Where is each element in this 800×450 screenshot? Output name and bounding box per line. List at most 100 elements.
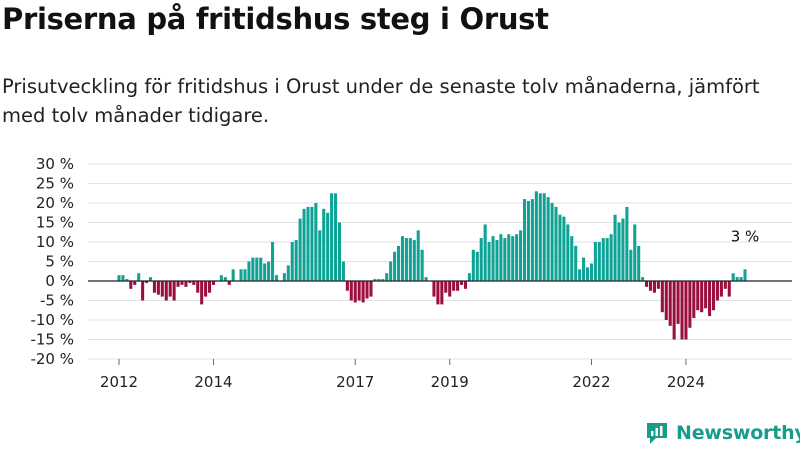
bar <box>274 275 279 281</box>
bar <box>145 281 149 283</box>
bar <box>152 281 156 293</box>
bar <box>731 273 735 281</box>
bar <box>282 273 286 281</box>
bar <box>621 218 625 281</box>
bar <box>692 281 696 319</box>
bar <box>700 281 704 313</box>
x-tick-label: 2022 <box>572 373 610 391</box>
bar <box>255 257 259 281</box>
bar <box>408 238 412 281</box>
bar <box>141 281 145 301</box>
bar <box>117 275 121 281</box>
bar <box>121 275 125 281</box>
bar <box>719 281 723 297</box>
bar <box>491 236 495 281</box>
y-tick-label: 20 % <box>36 194 74 212</box>
bar <box>495 240 499 281</box>
bar <box>704 281 708 309</box>
x-tick-label: 2014 <box>194 373 232 391</box>
bar <box>133 281 137 285</box>
bar <box>125 279 129 281</box>
bar <box>389 261 393 281</box>
bar <box>420 249 424 281</box>
bar <box>574 245 578 281</box>
bar <box>172 281 176 301</box>
y-tick-label: -20 % <box>30 350 74 368</box>
bar <box>341 261 345 281</box>
bar <box>562 216 566 281</box>
bar <box>676 281 680 324</box>
bar <box>208 281 212 293</box>
bar <box>310 206 314 281</box>
x-tick-label: 2024 <box>667 373 705 391</box>
bar <box>318 230 322 281</box>
bar <box>641 277 645 281</box>
bar <box>648 281 653 291</box>
bar <box>668 281 672 326</box>
bar <box>688 281 692 328</box>
bar <box>263 263 267 281</box>
bar <box>463 281 467 289</box>
y-tick-label: 25 % <box>36 175 74 193</box>
bar <box>196 281 200 293</box>
bar <box>424 277 428 281</box>
bar <box>589 263 593 281</box>
bar <box>227 281 231 285</box>
y-tick-label: 5 % <box>45 253 74 271</box>
bar <box>696 281 700 311</box>
bar <box>645 281 649 287</box>
y-tick-label: 10 % <box>36 233 74 251</box>
y-tick-label: 15 % <box>36 214 74 232</box>
bar <box>385 273 389 281</box>
bar <box>345 281 349 291</box>
chart-title: Priserna på fritidshus steg i Orust <box>2 2 549 36</box>
bar <box>582 257 586 281</box>
bar <box>652 281 656 293</box>
bar <box>129 281 133 289</box>
bar <box>613 214 617 281</box>
x-axis: 2012 2014 2017 2019 2022 2024 <box>100 359 705 391</box>
bar <box>148 277 153 281</box>
bar <box>361 281 365 303</box>
bar <box>475 251 479 281</box>
bar <box>452 281 456 291</box>
bar <box>519 230 523 281</box>
bar <box>337 222 342 281</box>
bar <box>511 236 515 281</box>
bar <box>168 281 172 297</box>
bar <box>180 281 184 285</box>
bar <box>314 203 318 281</box>
bar <box>404 238 408 281</box>
bar <box>448 281 452 297</box>
bar <box>456 281 460 291</box>
bar <box>459 281 464 285</box>
bar <box>334 193 338 281</box>
bar <box>554 206 558 281</box>
last-value-label: 3 % <box>731 227 760 245</box>
brand-name: Newsworthy <box>676 422 800 444</box>
newsworthy-brand: Newsworthy <box>644 418 800 448</box>
bar <box>192 281 196 285</box>
bar <box>566 224 570 281</box>
bar <box>444 281 448 293</box>
y-tick-label: -15 % <box>30 331 74 349</box>
bar <box>656 281 660 289</box>
bar <box>471 249 475 281</box>
bar <box>400 236 405 281</box>
bar <box>467 273 471 281</box>
bar <box>440 281 444 305</box>
bar <box>617 222 621 281</box>
bar <box>684 281 688 340</box>
bar <box>739 277 743 281</box>
bar <box>290 242 294 281</box>
x-tick-label: 2019 <box>431 373 469 391</box>
bar <box>137 273 141 281</box>
bar <box>357 281 361 301</box>
bar <box>211 281 216 285</box>
bars <box>88 191 792 340</box>
bar <box>349 281 353 301</box>
bar <box>365 281 369 299</box>
bar <box>247 261 251 281</box>
bar <box>239 269 243 281</box>
